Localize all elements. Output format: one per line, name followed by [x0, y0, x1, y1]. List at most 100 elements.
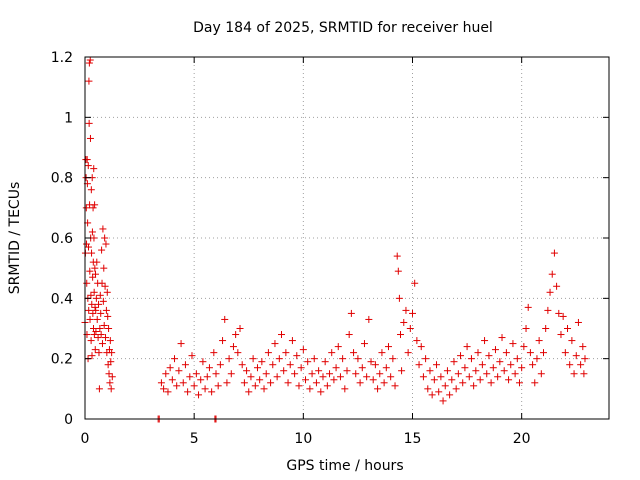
data-point	[531, 379, 539, 387]
x-tick-label: 10	[294, 431, 312, 447]
data-point	[98, 279, 106, 287]
data-point	[186, 373, 194, 381]
data-point	[295, 382, 303, 390]
data-point	[175, 367, 183, 375]
data-point	[384, 343, 392, 351]
data-point	[88, 352, 96, 360]
data-point	[343, 367, 351, 375]
data-point	[459, 379, 467, 387]
data-point	[524, 303, 532, 311]
data-point	[264, 349, 272, 357]
data-point	[310, 355, 318, 363]
data-point	[108, 349, 116, 357]
data-point	[443, 367, 451, 375]
data-point	[168, 376, 176, 384]
data-point	[356, 379, 364, 387]
data-point	[450, 358, 458, 366]
data-point	[97, 331, 105, 339]
data-point	[90, 331, 98, 339]
data-point	[491, 346, 499, 354]
data-point	[391, 382, 399, 390]
data-point	[529, 361, 537, 369]
data-point	[339, 355, 347, 363]
data-point	[520, 343, 528, 351]
data-point	[487, 379, 495, 387]
data-point	[542, 325, 550, 332]
data-point	[87, 337, 95, 345]
data-point	[326, 370, 334, 378]
data-point	[92, 328, 100, 336]
data-point	[439, 397, 447, 405]
data-point	[417, 343, 425, 351]
y-tick-label: 0.2	[51, 352, 73, 368]
data-point	[481, 337, 489, 345]
data-point	[360, 340, 368, 348]
data-point	[256, 376, 264, 384]
data-point	[509, 340, 517, 348]
data-point	[433, 361, 441, 369]
data-point	[317, 388, 325, 396]
data-point	[302, 376, 310, 384]
data-point	[472, 367, 480, 375]
data-point	[100, 321, 108, 329]
data-point	[323, 382, 331, 390]
chart-title: Day 184 of 2025, SRMTID for receiver hue…	[193, 20, 493, 36]
data-point	[92, 306, 100, 314]
data-point	[162, 370, 170, 378]
data-point	[544, 306, 552, 314]
data-point	[85, 119, 93, 127]
data-point	[82, 204, 90, 212]
data-point	[389, 355, 397, 363]
data-point	[424, 385, 432, 393]
data-point	[181, 361, 189, 369]
data-point	[96, 291, 104, 299]
y-tick-labels: 0 0.2 0.4 0.6 0.8 1 1.2	[51, 50, 73, 428]
data-point	[99, 225, 107, 233]
data-point	[411, 279, 419, 287]
data-point	[369, 376, 377, 384]
data-point	[238, 361, 246, 369]
data-point	[108, 373, 116, 381]
data-point	[354, 355, 362, 363]
data-point	[535, 337, 543, 345]
data-point	[192, 370, 200, 378]
y-tick-label: 0	[64, 412, 73, 428]
data-point	[334, 343, 342, 351]
data-point	[350, 349, 358, 357]
data-point	[422, 355, 430, 363]
data-point	[88, 228, 96, 236]
data-point	[201, 385, 209, 393]
data-point	[380, 379, 388, 387]
data-point	[498, 334, 506, 342]
data-point	[160, 385, 168, 393]
data-point	[89, 273, 97, 281]
y-axis-label: SRMTID / TECUs	[7, 182, 23, 295]
data-point	[572, 352, 580, 360]
data-point	[278, 331, 285, 339]
data-point	[293, 352, 301, 360]
data-point	[91, 201, 99, 209]
data-point	[223, 379, 231, 387]
data-point	[102, 334, 110, 342]
data-point	[502, 349, 510, 357]
data-point	[577, 361, 585, 369]
data-point	[243, 367, 251, 375]
data-point	[564, 325, 572, 332]
data-point	[330, 376, 338, 384]
data-point	[358, 364, 366, 372]
x-tick-label: 20	[513, 431, 531, 447]
data-point	[526, 349, 534, 357]
data-point	[221, 315, 229, 323]
data-point	[91, 264, 99, 272]
data-point	[89, 204, 97, 212]
data-point	[561, 349, 569, 357]
data-point	[280, 367, 288, 375]
data-point	[171, 355, 179, 363]
data-point	[465, 373, 473, 381]
data-point	[454, 370, 462, 378]
data-point	[251, 382, 259, 390]
data-point	[253, 364, 261, 372]
data-point	[225, 355, 233, 363]
data-point	[345, 331, 353, 339]
data-point	[95, 349, 103, 357]
